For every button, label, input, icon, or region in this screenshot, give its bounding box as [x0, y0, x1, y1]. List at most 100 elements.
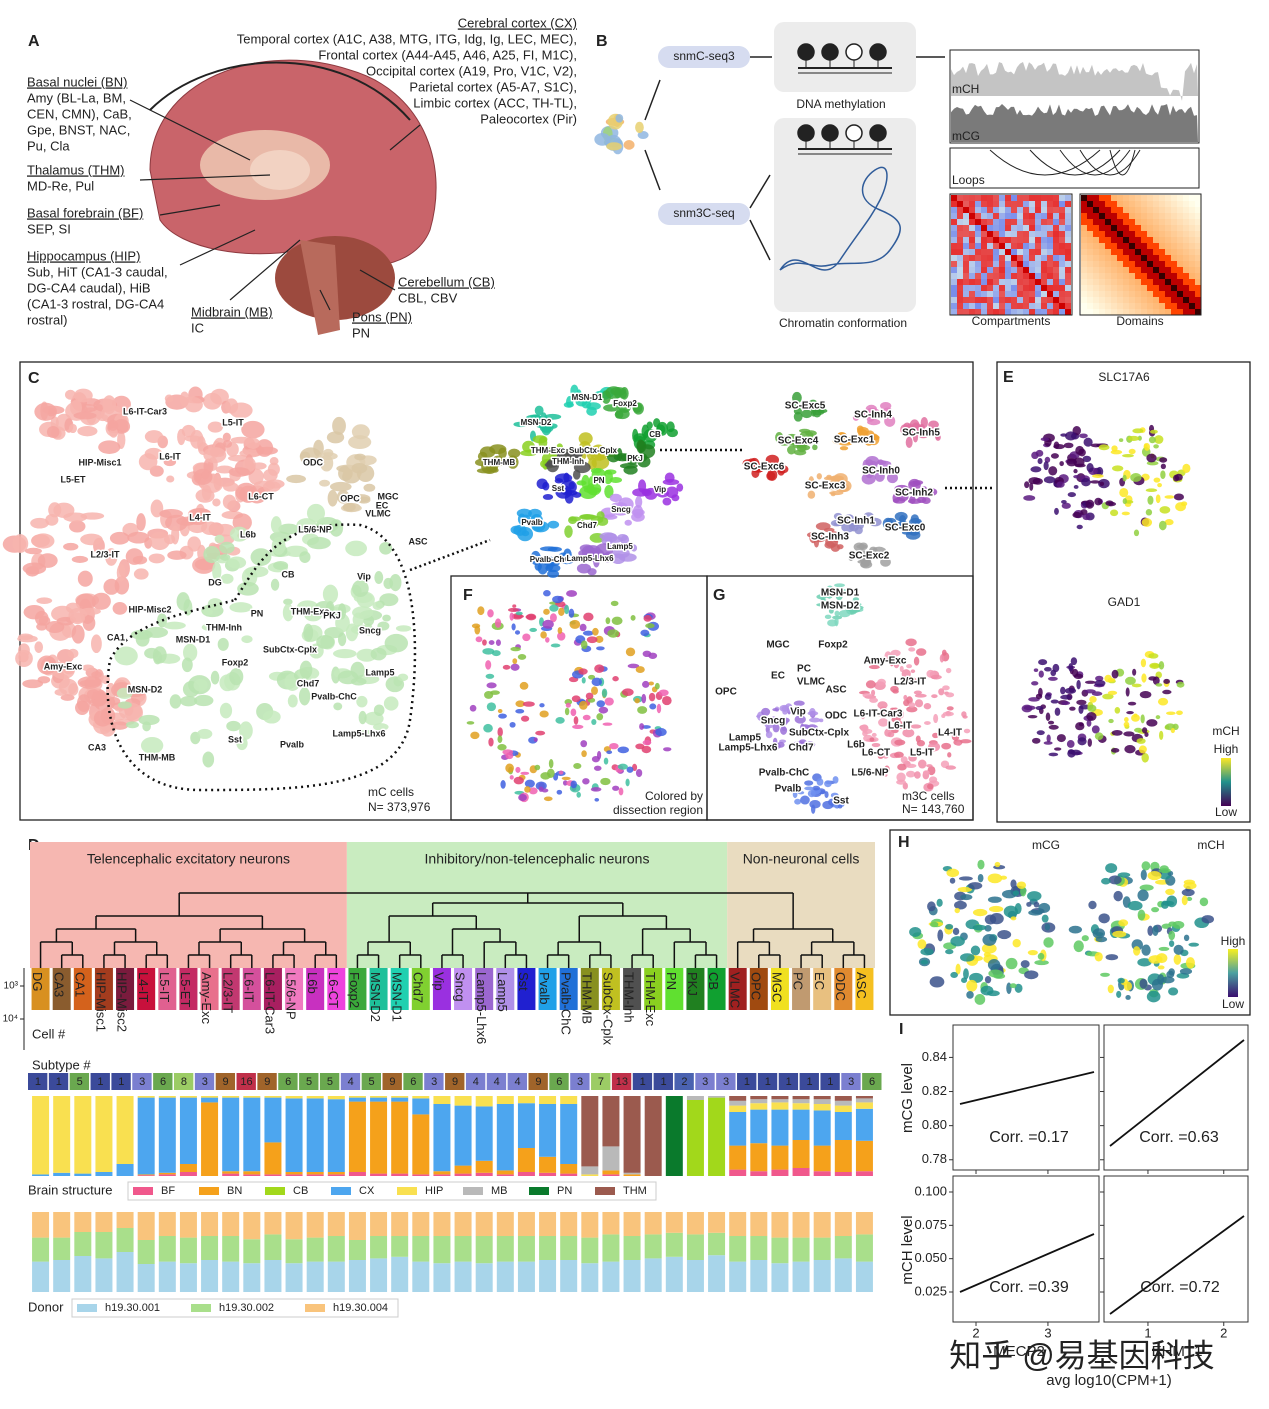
cluster-label: L6-CT — [862, 748, 890, 759]
compartment-cell — [1011, 201, 1017, 207]
compartment-cell — [1005, 231, 1011, 237]
compartment-cell — [1059, 267, 1065, 273]
subtype-box — [716, 1073, 736, 1090]
structure-segment — [454, 1173, 472, 1176]
donor-segment — [750, 1236, 768, 1260]
umap-blob — [91, 671, 103, 679]
compartment-cell — [1047, 285, 1053, 291]
structure-segment — [517, 1096, 535, 1104]
leader-line — [359, 269, 396, 291]
umap-blob — [498, 447, 507, 459]
umap-blob — [1166, 970, 1175, 978]
structure-segment — [602, 1170, 620, 1175]
compartment-cell — [1035, 225, 1041, 231]
plot-frame — [952, 1175, 1100, 1323]
donor-segment — [222, 1212, 240, 1236]
umap-blob — [742, 459, 754, 468]
compartment-cell — [1011, 273, 1017, 279]
umap-blob — [807, 789, 816, 798]
compartment-cell — [1005, 303, 1011, 309]
map-label: Domains — [1116, 314, 1163, 328]
cluster-label: L2/3-IT — [894, 677, 926, 688]
umap-blob — [601, 390, 611, 404]
umap-blob — [834, 610, 840, 617]
domain-cell — [1141, 213, 1147, 219]
domain-cell — [1135, 291, 1141, 297]
compartment-cell — [1065, 237, 1071, 243]
umap-blob — [568, 608, 575, 618]
compartment-cell — [1041, 249, 1047, 255]
umap-blob — [603, 404, 620, 412]
domain-cell — [1135, 255, 1141, 261]
umap-blob — [1137, 889, 1149, 902]
compartment-cell — [957, 273, 963, 279]
umap-blob — [877, 701, 888, 710]
umap-blob — [636, 439, 645, 454]
cell-type-label: MSN-D2 — [368, 972, 383, 1022]
compartment-cell — [1035, 267, 1041, 273]
structure-segment — [179, 1164, 197, 1172]
umap-blob — [1111, 465, 1124, 472]
umap-blob — [642, 739, 652, 746]
umap-blob — [518, 793, 527, 801]
domain-cell — [1171, 309, 1177, 315]
domain-cell — [1123, 291, 1129, 297]
subtype-count: 9 — [452, 1076, 458, 1088]
cluster-label: Sncg — [611, 505, 631, 514]
umap-blob — [1160, 470, 1166, 480]
cluster-label: SC-Inh0 — [862, 466, 900, 477]
umap-blob — [114, 646, 138, 666]
compartment-cell — [981, 213, 987, 219]
umap-blob — [69, 520, 86, 533]
umap-blob — [1123, 721, 1130, 728]
donor-segment — [412, 1212, 430, 1236]
cluster-label: CA1 — [107, 632, 125, 642]
umap-blob — [466, 721, 475, 725]
umap-blob — [1126, 711, 1134, 715]
structure-segment — [517, 1172, 535, 1176]
methyl-site — [821, 43, 839, 61]
umap-blob — [486, 702, 497, 712]
umap-blob — [283, 598, 293, 606]
umap-blob — [353, 730, 378, 737]
umap-blob — [56, 616, 75, 626]
umap-blob — [837, 804, 843, 809]
umap-blob — [37, 655, 57, 675]
compartment-cell — [999, 255, 1005, 261]
umap-blob — [819, 718, 824, 723]
umap-blob — [1098, 444, 1110, 451]
umap-blob — [1201, 915, 1215, 924]
domain-cell — [1117, 309, 1123, 315]
umap-blob — [491, 650, 501, 657]
domain-cell — [1117, 267, 1123, 273]
domain-cell — [1117, 237, 1123, 243]
umap-blob — [612, 785, 620, 791]
domain-cell — [1093, 213, 1099, 219]
donor-segment — [539, 1212, 557, 1236]
domain-cell — [1147, 219, 1153, 225]
compartment-cell — [975, 273, 981, 279]
umap-blob — [226, 720, 241, 732]
umap-blob — [77, 676, 102, 689]
cell-type-label: THM-MB — [579, 972, 594, 1024]
umap-blob — [910, 669, 916, 674]
umap-blob — [566, 396, 574, 408]
subtype-box — [507, 1073, 527, 1090]
umap-blob — [928, 420, 939, 429]
umap-blob — [862, 459, 869, 471]
umap-blob — [630, 615, 636, 621]
domain-cell — [1129, 201, 1135, 207]
structure-segment — [32, 1174, 50, 1176]
umap-blob — [1168, 921, 1177, 927]
umap-blob — [1107, 690, 1118, 695]
domain-cell — [1189, 231, 1195, 237]
umap-blob — [241, 635, 253, 644]
umap-blob — [555, 485, 572, 499]
structure-segment — [137, 1174, 155, 1176]
domain-cell — [1147, 231, 1153, 237]
donor-segment — [53, 1237, 71, 1260]
domain-cell — [1129, 297, 1135, 303]
cell-type-box — [623, 968, 642, 1010]
domain-cell — [1177, 219, 1183, 225]
umap-blob — [1130, 473, 1142, 482]
